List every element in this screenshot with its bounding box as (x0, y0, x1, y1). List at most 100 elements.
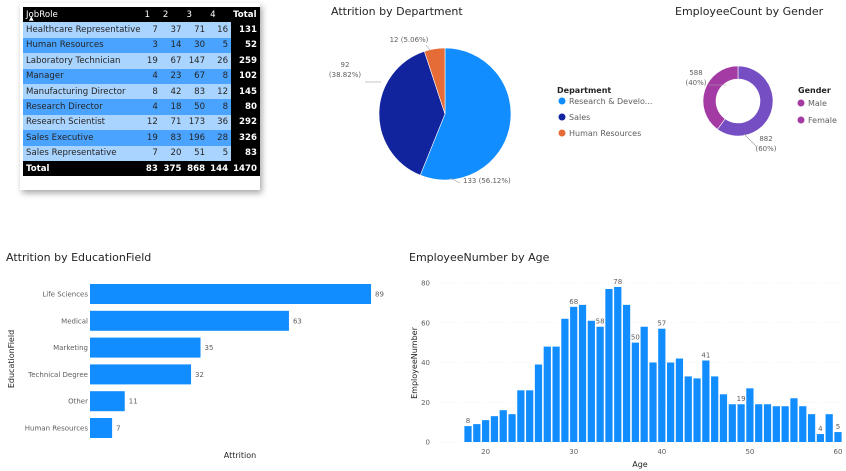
education-bar-data-label: 7 (116, 425, 120, 433)
age-bar[interactable] (578, 304, 587, 442)
age-bar[interactable] (649, 362, 657, 443)
matrix-row-total-cell: 259 (231, 53, 260, 69)
age-bar-data-label: 57 (657, 320, 666, 328)
age-bar[interactable] (763, 404, 772, 442)
gender-donut-slice[interactable] (717, 65, 774, 137)
department-pie-slice[interactable] (419, 47, 512, 181)
matrix-total-cell: 144 (208, 160, 232, 177)
age-bar[interactable] (693, 378, 701, 442)
age-bar[interactable] (658, 328, 666, 442)
age-bar[interactable] (816, 434, 824, 442)
age-bar[interactable] (587, 320, 595, 442)
matrix-header-4[interactable]: 4 (208, 7, 232, 23)
age-bar[interactable] (772, 406, 780, 442)
sort-up-icon[interactable]: ▲ (29, 15, 34, 22)
department-pie-slice[interactable] (423, 47, 446, 115)
matrix-row[interactable]: Research Director 4 18 50 8 80 (23, 99, 260, 115)
education-bar[interactable] (90, 284, 372, 304)
education-bar[interactable] (90, 364, 192, 385)
matrix-value-cell: 67 (184, 68, 209, 84)
age-x-tick-label: 60 (834, 448, 843, 456)
gender-donut-data-label: 588 (689, 69, 702, 77)
age-bar[interactable] (561, 318, 569, 442)
age-bar[interactable] (552, 346, 560, 442)
department-pie-leader-line (425, 44, 431, 51)
age-bar[interactable] (781, 406, 789, 442)
age-bar[interactable] (622, 304, 631, 442)
matrix-row[interactable]: Healthcare Representative 7 37 71 16 131 (23, 22, 260, 38)
education-bar[interactable] (90, 310, 289, 331)
matrix-header-3[interactable]: 3 (184, 7, 209, 23)
department-legend-item: Human Resources (569, 129, 641, 138)
matrix-row[interactable]: Manager 4 23 67 8 102 (23, 68, 260, 84)
education-bar-chart[interactable]: Life Sciences 89 Medical 63 Marketing 35 Techn… (0, 266, 400, 471)
matrix-value-cell: 19 (142, 130, 161, 146)
age-bar-chart[interactable]: 0 20 40 60 80 8 68 58 78 50 57 41 19 4 5 20 30 40 50 60 Age E… (404, 266, 846, 471)
age-bar[interactable] (614, 286, 622, 442)
age-bar[interactable] (755, 404, 763, 442)
matrix-value-cell: 12 (208, 83, 232, 100)
matrix-header-2[interactable]: 2 (160, 7, 185, 23)
age-bar[interactable] (711, 376, 719, 442)
age-bar[interactable] (737, 404, 745, 442)
age-bar[interactable] (464, 426, 472, 442)
matrix-row[interactable]: Laboratory Technician 19 67 147 26 259 (23, 53, 260, 69)
matrix-grand-total: 1470 (231, 160, 260, 177)
age-bar[interactable] (631, 342, 639, 442)
age-x-axis-label: Age (632, 460, 648, 469)
education-bar[interactable] (90, 337, 201, 358)
age-bar[interactable] (719, 394, 728, 442)
department-pie-chart[interactable]: 133 (56.12%) 92 (38.82%) 12 (5.06%) Departme… (270, 20, 690, 200)
age-bar[interactable] (825, 414, 833, 442)
age-bar-data-label: 58 (596, 318, 605, 326)
matrix-header-row: JobRole ▲ 1 2 3 4 Total (23, 7, 260, 23)
age-bar[interactable] (746, 388, 754, 442)
matrix-jobrole-cell: Healthcare Representative (23, 22, 143, 38)
education-bar[interactable] (90, 391, 125, 412)
age-bar[interactable] (799, 406, 807, 442)
age-bar[interactable] (517, 390, 525, 442)
age-bar[interactable] (534, 364, 543, 442)
age-bar[interactable] (570, 306, 578, 442)
age-bar[interactable] (473, 424, 481, 442)
matrix-row[interactable]: Human Resources 3 14 30 5 52 (23, 37, 260, 54)
age-bar[interactable] (526, 390, 534, 442)
age-bar[interactable] (834, 432, 842, 442)
age-bar[interactable] (807, 414, 816, 442)
age-bar[interactable] (667, 362, 675, 443)
matrix-header-total[interactable]: Total (231, 7, 260, 23)
education-bar[interactable] (90, 418, 113, 438)
age-bar[interactable] (482, 420, 490, 442)
gender-donut-title: EmployeeCount by Gender (675, 5, 824, 18)
matrix-header-1[interactable]: 1 (142, 7, 161, 23)
gender-donut-slice[interactable] (702, 65, 739, 130)
gender-donut-chart[interactable]: 588 (40%) 882 (60%) Gender Male Female (670, 20, 846, 190)
matrix-value-cell: 23 (160, 68, 185, 84)
age-bar[interactable] (543, 346, 551, 442)
age-bar[interactable] (640, 326, 648, 442)
matrix-row[interactable]: Manufacturing Director 8 42 83 12 145 (23, 83, 260, 100)
age-bar-data-label: 68 (569, 298, 578, 306)
age-bar[interactable] (790, 398, 798, 442)
age-bar[interactable] (490, 416, 499, 442)
department-pie-slice[interactable] (378, 50, 446, 176)
matrix-value-cell: 37 (160, 22, 185, 38)
matrix-value-cell: 83 (184, 83, 209, 100)
age-bar[interactable] (684, 376, 692, 442)
age-bar[interactable] (728, 404, 736, 442)
age-bar-title: EmployeeNumber by Age (409, 251, 550, 264)
age-bar[interactable] (508, 414, 516, 442)
age-bar[interactable] (499, 410, 507, 442)
age-bar[interactable] (605, 288, 613, 442)
matrix-row[interactable]: Sales Representative 7 20 51 5 83 (23, 145, 260, 161)
age-bar-data-label: 41 (701, 352, 710, 360)
age-bar[interactable] (675, 358, 684, 442)
age-bar[interactable] (596, 326, 604, 442)
matrix-row[interactable]: Sales Executive 19 83 196 28 326 (23, 130, 260, 146)
matrix-jobrole-cell: Laboratory Technician (23, 53, 143, 69)
matrix-row[interactable]: Research Scientist 12 71 173 36 292 (23, 114, 260, 131)
education-bar-data-label: 63 (293, 317, 302, 325)
matrix-header-jobrole[interactable]: JobRole ▲ (23, 7, 143, 23)
age-bar[interactable] (702, 360, 710, 442)
department-pie-data-label: 92 (341, 61, 350, 69)
